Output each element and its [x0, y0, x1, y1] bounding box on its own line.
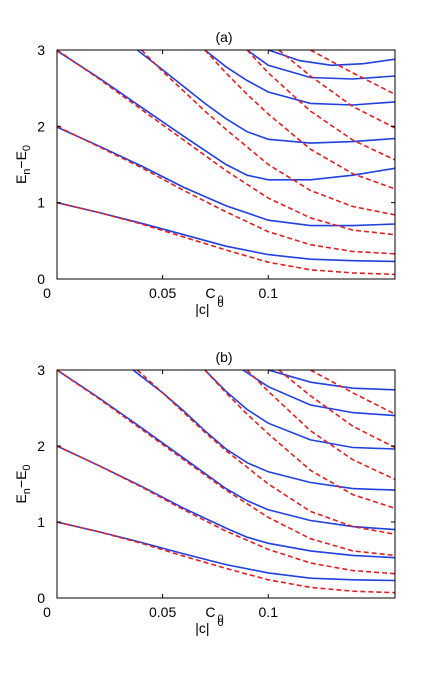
dashed-curve-10	[140, 50, 395, 216]
plot-frame	[56, 49, 396, 280]
dashed-curve-8	[57, 125, 395, 255]
y-axis-label-part: −E	[13, 471, 29, 489]
solid-curve-2	[57, 50, 395, 181]
dashed-curve-9	[57, 50, 395, 236]
x-tick-label: 0	[43, 604, 51, 620]
solid-curve-1	[57, 126, 395, 227]
svg-text:En−E0: En−E0	[13, 464, 33, 503]
y-axis-label-part: 0	[21, 464, 33, 470]
solid-curve-3	[136, 50, 395, 144]
solid-curve-5	[242, 370, 395, 417]
y-axis-label: En−E0	[13, 145, 33, 184]
chart-title: (a)	[215, 29, 232, 45]
solid-curve-5	[246, 50, 395, 80]
solid-curve-2	[57, 370, 395, 531]
y-tick-label: 3	[37, 42, 45, 58]
c0-marker-sub: 0	[217, 294, 223, 306]
x-axis-label: |c|	[195, 620, 209, 636]
solid-curve-6	[268, 50, 395, 67]
curves	[57, 370, 395, 594]
y-axis-label-part: n	[21, 169, 33, 175]
dashed-curve-13	[278, 370, 395, 449]
dashed-curve-7	[57, 521, 395, 594]
y-tick-label: 1	[37, 514, 45, 530]
y-axis-label-part: E	[13, 494, 29, 503]
x-axis-label-sup: 0	[217, 617, 223, 629]
dashed-curve-12	[246, 50, 395, 161]
y-tick-label: 3	[37, 362, 45, 378]
dashed-curve-10	[136, 370, 395, 535]
dashed-curve-14	[310, 370, 395, 415]
solid-curve-4	[204, 50, 395, 106]
plot-frame	[56, 369, 396, 599]
curves	[57, 50, 395, 276]
y-tick-label: 2	[37, 438, 45, 454]
y-tick-label: 1	[37, 195, 45, 211]
y-tick-label: 2	[37, 118, 45, 134]
solid-curve-0	[57, 201, 395, 263]
y-axis-label-part: −E	[13, 151, 29, 169]
x-axis-label: |c|	[195, 301, 209, 317]
x-tick-label: 0	[43, 285, 51, 301]
solid-curve-4	[204, 370, 395, 450]
solid-curve-1	[57, 445, 395, 559]
x-tick-label: 0.05	[149, 285, 176, 301]
x-axis-label-sup: 0	[217, 298, 223, 310]
svg-text:En−E0: En−E0	[13, 145, 33, 184]
dashed-curve-9	[57, 370, 395, 557]
dashed-curve-11	[204, 370, 395, 510]
dashed-curve-11	[204, 50, 395, 190]
dashed-curve-12	[246, 370, 395, 481]
y-axis-label: En−E0	[13, 464, 33, 503]
x-tick-label: 0.1	[259, 285, 279, 301]
solid-curve-0	[57, 521, 395, 582]
x-tick-label: 0.1	[259, 604, 279, 620]
y-tick-label: 0	[37, 590, 45, 606]
dashed-curve-8	[57, 445, 395, 575]
y-axis-label-part: 0	[21, 145, 33, 151]
c0-marker-label: C	[205, 604, 215, 620]
dashed-curve-7	[57, 201, 395, 276]
c0-marker-label: C	[205, 285, 215, 301]
y-axis-label-part: n	[21, 488, 33, 494]
y-axis-label-part: E	[13, 175, 29, 184]
c0-marker-sub: 0	[217, 613, 223, 625]
chart-title: (b)	[215, 349, 232, 365]
dashed-curve-14	[310, 50, 395, 96]
dashed-curve-13	[278, 50, 395, 129]
y-tick-label: 0	[37, 271, 45, 287]
x-tick-label: 0.05	[149, 604, 176, 620]
solid-curve-6	[268, 370, 395, 391]
